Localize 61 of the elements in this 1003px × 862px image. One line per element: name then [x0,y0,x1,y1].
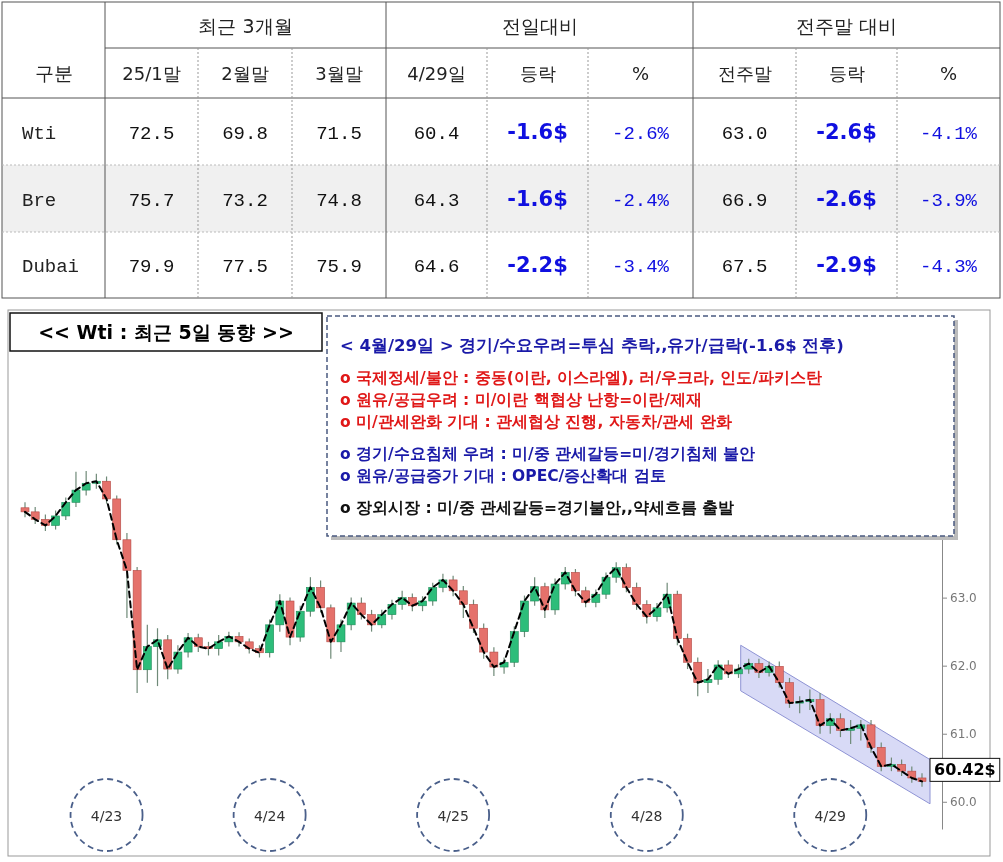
category-label: 2월말 [221,63,269,84]
text: 67.5 [721,256,768,278]
category-label: 등락 [519,63,556,84]
text: -2.9$ [816,253,877,277]
text: -2.6$ [816,186,877,211]
text: -2.6% [611,122,670,145]
text: -2.2$ [507,253,568,277]
text: 75.7 [128,189,175,212]
category-label: % [631,63,650,84]
y-tick-label: 62.0 [950,659,977,674]
text: -3.4% [611,256,670,278]
category-label: Bre [22,189,57,212]
category-label: 등락 [828,63,865,84]
text: 73.2 [222,189,268,212]
text: -1.6$ [507,119,568,144]
annotation: o 원유/공급증가 기대 : OPEC/증산확대 검토 [340,467,666,485]
y-tick-label: 60.0 [950,795,977,810]
text: 71.5 [316,122,362,145]
text: -4.1% [919,122,978,145]
x-tick-label: 4/29 [814,808,846,824]
text: 63.0 [721,122,768,145]
text: 66.9 [721,189,768,212]
text: 77.5 [222,256,268,278]
category-label: Wti [22,122,57,145]
text: 최근 3개월 [198,15,293,37]
text: 60.4 [413,122,460,145]
category-label: 4/29일 [407,63,466,84]
annotation: o 경기/수요침체 우려 : 미/중 관세갈등=미/경기침체 불안 [340,445,756,463]
annotation: o 장외시장 : 미/중 관세갈등=경기불안,,약세흐름 출발 [340,499,735,517]
text: 64.6 [413,256,460,278]
text: -2.6$ [816,119,877,144]
text: 60.42$ [934,760,996,780]
chart-subtitle: < 4월/29일 > 경기/수요우려=투심 추락,,유가/급락(-1.6$ 전후) [340,336,844,355]
chart-title: << Wti : 최근 5일 동향 >> [38,321,294,343]
annotation: o 미/관세완화 기대 : 관세협상 진행, 자동차/관세 완화 [340,413,732,431]
annotation: o 원유/공급우려 : 미/이란 핵협상 난항=이란/제재 [340,391,702,409]
text: -4.3% [919,256,978,278]
text: 74.8 [316,189,362,212]
y-tick-label: 63.0 [950,590,977,605]
text: 전일대비 [501,15,578,37]
y-tick-label: 61.0 [950,727,977,742]
category-label: Dubai [22,256,80,278]
category-label: 25/1말 [122,63,181,84]
text: -1.6$ [507,186,568,211]
text: -3.9% [919,189,978,212]
text: 구분 [34,62,73,84]
annotation: o 국제정세/불안 : 중동(이란, 이스라엘), 러/우크라, 인도/파키스탄 [340,369,823,387]
category-label: 3월말 [315,63,363,84]
text: -2.4% [611,189,670,212]
text: 72.5 [128,122,175,145]
text: 64.3 [413,189,460,212]
text: 69.8 [222,122,268,145]
x-tick-label: 4/25 [437,808,469,824]
x-tick-label: 4/24 [253,808,286,824]
text: 75.9 [316,256,362,278]
text: 전주말 대비 [795,15,898,37]
category-label: 전주말 [717,63,772,84]
x-tick-label: 4/28 [631,808,663,824]
text: 79.9 [128,256,175,278]
category-label: % [939,63,958,84]
x-tick-label: 4/23 [90,808,123,824]
